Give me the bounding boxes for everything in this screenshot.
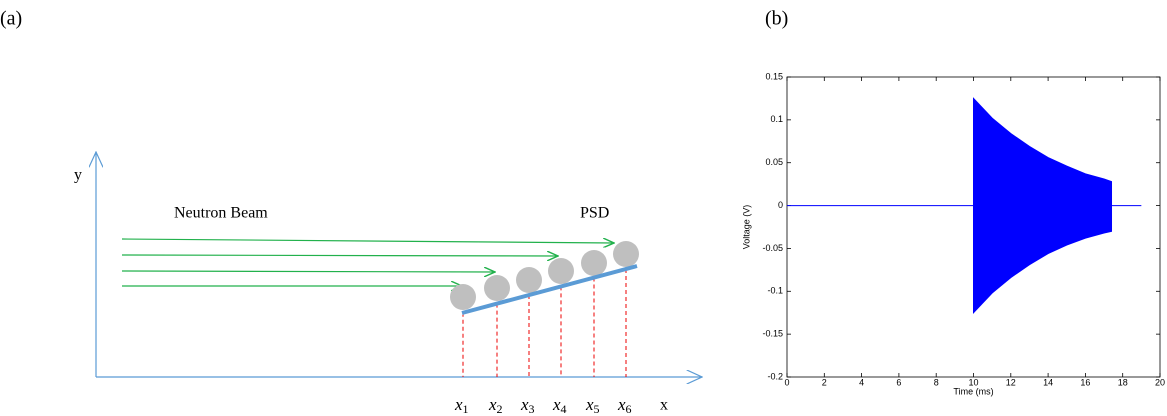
- detector-label: PSD: [580, 205, 609, 222]
- x-tick-label: 0: [784, 377, 789, 387]
- beam-arrows: [121, 239, 614, 286]
- beam-arrow: [121, 239, 614, 243]
- y-tick-label: 0.1: [770, 114, 783, 124]
- detector-tube: [516, 267, 542, 293]
- x-tick-label: 2: [822, 377, 827, 387]
- beam-label: Neutron Beam: [174, 205, 268, 222]
- detectors: [450, 241, 639, 377]
- x-tick-label: 8: [934, 377, 939, 387]
- x-axis-label: Time (ms): [953, 386, 993, 396]
- axis-label: x: [660, 397, 668, 414]
- position-label: x2: [488, 395, 503, 416]
- x-tick-label: 16: [1080, 377, 1090, 387]
- position-label: x5: [585, 395, 600, 416]
- chart: 0 2 4 6 8 10 12 14 16 18 20 -0.2 -0.15 -0.1 -0.05 0 0.05…: [741, 71, 1165, 396]
- detector-tube: [613, 241, 639, 267]
- position-var: x: [520, 395, 529, 414]
- y-tick-label: -0.2: [767, 371, 783, 381]
- position-sub: 3: [529, 402, 535, 416]
- beam-arrow: [121, 271, 495, 272]
- beam-arrow: [121, 255, 558, 256]
- y-tick-label: 0: [778, 200, 783, 210]
- x-tick-label: 6: [896, 377, 901, 387]
- x-tick-label: 10: [968, 377, 978, 387]
- position-var: x: [552, 395, 561, 414]
- y-tick-label: 0.15: [765, 71, 783, 81]
- x-tick-label: 4: [859, 377, 864, 387]
- x-tick-label: 12: [1006, 377, 1016, 387]
- y-tick-label: -0.05: [762, 243, 783, 253]
- position-sub: 2: [497, 402, 503, 416]
- position-var: x: [488, 395, 497, 414]
- position-var: x: [617, 395, 626, 414]
- position-var: x: [585, 395, 594, 414]
- detector-plane: [461, 264, 638, 315]
- x-tick-label: 20: [1155, 377, 1165, 387]
- detector-tube: [548, 258, 574, 284]
- diagram: y x Neutron Beam PSD: [74, 152, 702, 414]
- position-label: x6: [617, 395, 632, 416]
- position-sub: 5: [594, 402, 600, 416]
- position-sub: 1: [463, 402, 469, 416]
- panel-label: (a): [0, 8, 22, 30]
- position-var: x: [454, 395, 463, 414]
- position-sub: 6: [626, 402, 632, 416]
- x-tick-label: 14: [1043, 377, 1053, 387]
- y-tick-label: -0.15: [762, 329, 783, 339]
- y-axis-label: Voltage (V): [741, 205, 751, 250]
- detector-tube: [484, 275, 510, 301]
- position-label: x4: [552, 395, 567, 416]
- detector-tube: [581, 250, 607, 276]
- position-sub: 4: [561, 402, 567, 416]
- y-tick-label: -0.1: [767, 286, 783, 296]
- x-tick-label: 18: [1118, 377, 1128, 387]
- position-label: x1: [454, 395, 469, 416]
- detector-tube: [450, 284, 476, 310]
- position-label: x3: [520, 395, 535, 416]
- axis-label: y: [74, 167, 82, 184]
- panel-label: (b): [765, 8, 788, 30]
- y-tick-label: 0.05: [765, 157, 783, 167]
- signal-envelope: [787, 97, 1142, 314]
